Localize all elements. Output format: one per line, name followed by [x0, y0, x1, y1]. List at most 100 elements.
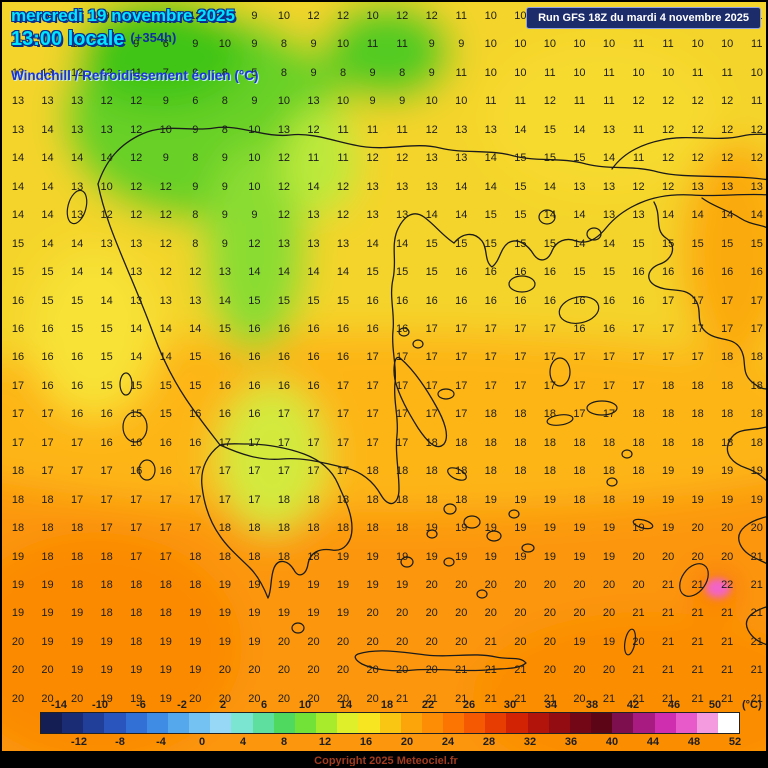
- temp-value: 17: [573, 379, 586, 392]
- temp-value: 18: [396, 493, 409, 506]
- temp-value: 21: [691, 664, 704, 677]
- temp-value: 20: [573, 579, 586, 591]
- temp-value: 19: [336, 550, 350, 563]
- temp-value: 9: [458, 38, 465, 51]
- temp-value: 19: [248, 635, 261, 648]
- temp-value: 15: [750, 237, 763, 250]
- temp-value: 20: [396, 635, 409, 648]
- temp-value: 17: [336, 408, 350, 421]
- temp-value: 16: [455, 266, 468, 279]
- temp-value: 13: [455, 123, 468, 136]
- temp-value: 10: [484, 10, 497, 22]
- temp-value: 10: [543, 38, 557, 51]
- temp-value: 17: [100, 522, 113, 535]
- temp-value: 19: [514, 550, 527, 563]
- temp-value: 15: [543, 123, 557, 136]
- temp-value: 19: [159, 664, 172, 677]
- temp-value: 18: [632, 465, 645, 478]
- temp-value: 12: [100, 66, 113, 79]
- temp-value: 16: [396, 294, 409, 307]
- temp-value: 12: [661, 152, 675, 165]
- temp-value: 13: [425, 152, 438, 165]
- temp-value: 12: [159, 209, 172, 222]
- temp-value: 16: [159, 436, 172, 449]
- temp-value: 15: [307, 294, 320, 307]
- temp-value: 18: [11, 522, 25, 535]
- temp-value: 17: [336, 465, 350, 478]
- temp-value: 6: [192, 95, 199, 108]
- temp-value: 13: [396, 209, 409, 222]
- temp-value: 12: [721, 95, 734, 108]
- legend-tick-top: 34: [544, 699, 558, 711]
- temp-value: 15: [573, 152, 586, 165]
- temp-value: 17: [307, 436, 320, 449]
- temp-value: 18: [189, 550, 202, 563]
- temp-value: 12: [691, 95, 704, 108]
- temp-value: 17: [248, 493, 261, 506]
- temp-value: 14: [70, 266, 84, 279]
- legend-color-segment: [273, 713, 295, 733]
- temp-value: 18: [11, 493, 25, 506]
- temp-value: 13: [130, 294, 143, 307]
- temp-value: 11: [632, 38, 645, 51]
- temp-value: 19: [130, 664, 143, 677]
- temp-value: 12: [632, 95, 645, 108]
- temp-value: 10: [277, 10, 291, 22]
- temp-value: 21: [632, 692, 645, 705]
- temp-value: 13: [189, 294, 202, 307]
- temp-value: 18: [543, 465, 557, 478]
- temp-value: 12: [336, 10, 350, 22]
- temp-value: 11: [337, 123, 349, 136]
- temp-value: 14: [455, 209, 468, 222]
- temp-value: 14: [70, 152, 84, 165]
- temp-value: 17: [514, 379, 527, 392]
- temp-value: 8: [192, 152, 199, 165]
- time-label: 13:00 locale: [11, 28, 125, 50]
- temp-value: 17: [189, 493, 202, 506]
- legend-tick-bottom: 24: [441, 736, 455, 748]
- temp-value: 12: [70, 66, 84, 79]
- legend-tick-top: 50: [708, 699, 722, 711]
- temp-value: 19: [189, 607, 202, 620]
- temp-value: 9: [162, 152, 169, 165]
- temp-value: 13: [691, 180, 704, 193]
- islands: [66, 189, 709, 656]
- euboea: [393, 356, 448, 448]
- legend-tick-top: 10: [298, 699, 312, 711]
- time-row: 13:00 locale (+354h): [11, 28, 176, 51]
- temp-value: 9: [192, 66, 199, 79]
- temp-value: 17: [514, 351, 527, 364]
- temp-value: 19: [218, 579, 231, 591]
- temp-value: 8: [192, 237, 199, 250]
- temp-value: 14: [366, 237, 379, 250]
- temp-value: 19: [721, 493, 734, 506]
- turkish-coast-far-south: [745, 606, 766, 646]
- temp-value: 12: [307, 123, 320, 136]
- temp-value: 12: [189, 10, 202, 22]
- temp-value: 20: [455, 579, 468, 591]
- temp-value: 15: [514, 209, 527, 222]
- temp-value: 21: [484, 635, 497, 648]
- temp-value: 19: [455, 550, 468, 563]
- temp-value: 12: [396, 152, 409, 165]
- legend-tick-top: 14: [339, 699, 353, 711]
- temp-value: 17: [721, 322, 734, 335]
- temp-value: 18: [218, 550, 231, 563]
- temp-value: 14: [514, 123, 527, 136]
- temp-value: 9: [221, 10, 228, 22]
- temp-value: 19: [661, 493, 675, 506]
- temp-value: 18: [750, 351, 763, 364]
- temp-value: 17: [130, 522, 143, 535]
- temp-value: 16: [307, 379, 320, 392]
- temp-value: 8: [280, 38, 287, 51]
- temp-value: 10: [573, 66, 586, 79]
- temp-value: 21: [721, 607, 734, 620]
- temp-value: 16: [573, 322, 586, 335]
- temp-value: 19: [366, 550, 379, 563]
- temp-value: 15: [573, 266, 586, 279]
- temp-value: 13: [130, 237, 143, 250]
- temp-value: 13: [130, 266, 143, 279]
- temp-value: 9: [133, 38, 140, 51]
- temp-value: 18: [130, 635, 143, 648]
- temp-value: 14: [307, 180, 320, 193]
